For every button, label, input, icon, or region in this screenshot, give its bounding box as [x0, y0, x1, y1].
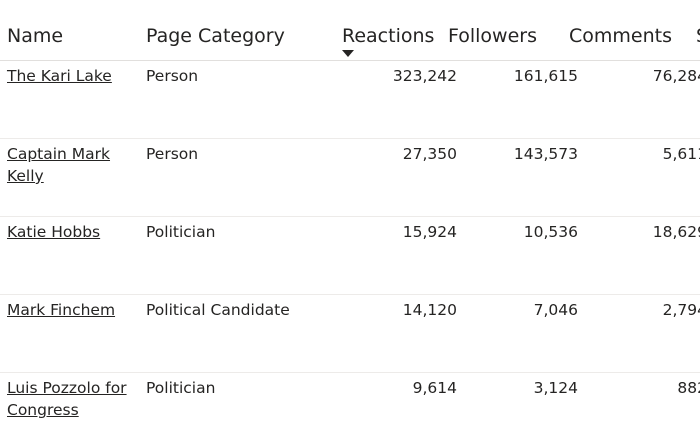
page-category-cell: Politician [146, 379, 216, 397]
followers-cell: 3,124 [533, 379, 578, 397]
reactions-cell: 9,614 [412, 379, 457, 397]
column-header-reactions[interactable]: Reactions [342, 25, 435, 47]
column-header-comments[interactable]: Comments [569, 25, 672, 47]
page-name-link[interactable]: The Kari Lake [7, 67, 112, 85]
followers-cell: 161,615 [513, 67, 578, 85]
comments-cell: 5,611 [662, 145, 700, 163]
comments-cell: 882 [677, 379, 700, 397]
page-name-link[interactable]: Mark Finchem [7, 301, 116, 319]
column-header-name[interactable]: Name [7, 25, 64, 47]
column-header-followers[interactable]: Followers [448, 25, 537, 47]
followers-cell: 143,573 [513, 145, 578, 163]
table-row: The Kari Lake Person 323,242 161,615 76,… [0, 61, 700, 139]
table-header: Name Page Category Reactions Followers C… [0, 0, 700, 61]
reactions-cell: 15,924 [402, 223, 457, 241]
page-category-cell: Politician [146, 223, 216, 241]
page-category-cell: Person [146, 145, 199, 163]
reactions-cell: 27,350 [402, 145, 457, 163]
table-row: Captain Mark Kelly Person 27,350 143,573… [0, 139, 700, 217]
table-row: Katie Hobbs Politician 15,924 10,536 18,… [0, 217, 700, 295]
page-name-link[interactable]: Captain Mark Kelly [7, 145, 111, 185]
page-name-link[interactable]: Luis Pozzolo for Congress [7, 379, 127, 419]
sort-descending-icon[interactable] [342, 50, 354, 57]
comments-cell: 76,284 [652, 67, 700, 85]
followers-cell: 7,046 [533, 301, 578, 319]
reactions-cell: 14,120 [402, 301, 457, 319]
table-row: Mark Finchem Political Candidate 14,120 … [0, 295, 700, 373]
page-category-cell: Political Candidate [146, 301, 290, 319]
column-header-next[interactable]: S [696, 25, 700, 47]
comments-cell: 18,629 [652, 223, 700, 241]
followers-cell: 10,536 [523, 223, 578, 241]
column-header-page-category[interactable]: Page Category [146, 25, 285, 47]
comments-cell: 2,794 [662, 301, 700, 319]
reactions-cell: 323,242 [392, 67, 457, 85]
page-name-link[interactable]: Katie Hobbs [7, 223, 101, 241]
table-row: Luis Pozzolo for Congress Politician 9,6… [0, 373, 700, 441]
page-category-cell: Person [146, 67, 199, 85]
